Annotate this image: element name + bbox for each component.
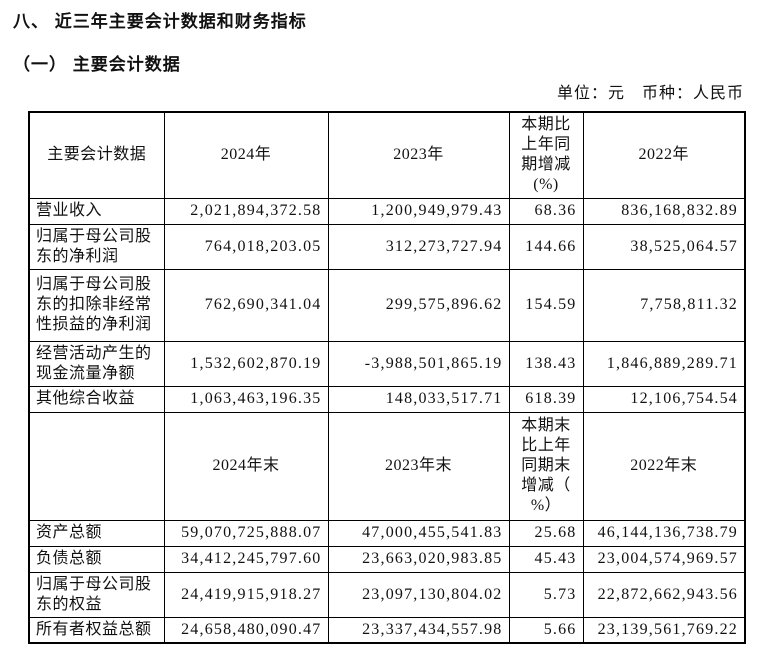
value-2024-cell: 1,063,463,196.35 xyxy=(163,385,329,413)
period-header-row: 主要会计数据 2024年 2023年 本期比 上年同 期增减 (%) 2022年 xyxy=(28,111,746,199)
header-end-change-cell: 本期末 比上年 同期末 增减（ %） xyxy=(508,411,584,521)
value-2022-cell: 46,144,136,738.79 xyxy=(582,519,746,547)
change-pct-cell: 68.36 xyxy=(508,197,584,225)
value-2022-cell: 7,758,811.32 xyxy=(582,268,746,342)
value-2024-cell: 1,532,602,870.19 xyxy=(163,340,329,387)
header-2023-cell: 2023年 xyxy=(327,111,510,199)
section-heading: 八、 近三年主要会计数据和财务指标 xyxy=(13,12,307,31)
header-change-cell: 本期比 上年同 期增减 (%) xyxy=(508,111,584,199)
value-2022-cell: 23,004,574,969.57 xyxy=(582,545,746,573)
value-2023-cell: 23,337,434,557.98 xyxy=(327,616,510,644)
row-label-cell: 负债总额 xyxy=(28,545,165,573)
endpoint-header-row: 2024年末 2023年末 本期末 比上年 同期末 增减（ %） 2022年末 xyxy=(28,411,746,521)
value-2023-cell: 23,663,020,983.85 xyxy=(327,545,510,573)
row-label-cell: 其他综合收益 xyxy=(28,385,165,413)
value-2022-cell: 12,106,754.54 xyxy=(582,385,746,413)
row-label-cell: 归属于母公司股东的权益 xyxy=(28,571,165,618)
change-pct-cell: 45.43 xyxy=(508,545,584,573)
row-label-cell: 资产总额 xyxy=(28,519,165,547)
value-2023-cell: 299,575,896.62 xyxy=(327,268,510,342)
header-2024-end-cell: 2024年末 xyxy=(163,411,329,521)
table-row-revenue: 营业收入 2,021,894,372.58 1,200,949,979.43 6… xyxy=(28,197,746,225)
unit-currency-note: 单位：元 币种：人民币 xyxy=(556,85,744,102)
row-label-cell: 所有者权益总额 xyxy=(28,616,165,644)
header-2022-cell: 2022年 xyxy=(582,111,746,199)
header-2024-cell: 2024年 xyxy=(163,111,329,199)
value-2022-cell: 1,846,889,289.71 xyxy=(582,340,746,387)
value-2024-cell: 34,412,245,797.60 xyxy=(163,545,329,573)
value-2024-cell: 2,021,894,372.58 xyxy=(163,197,329,225)
subsection-heading: （一） 主要会计数据 xyxy=(13,55,181,74)
table-row-total-assets: 资产总额 59,070,725,888.07 47,000,455,541.83… xyxy=(28,519,746,547)
row-label-cell: 经营活动产生的现金流量净额 xyxy=(28,340,165,387)
value-2023-cell: 1,200,949,979.43 xyxy=(327,197,510,225)
change-pct-cell: 5.73 xyxy=(508,571,584,618)
table-row-deducted-net-profit: 归属于母公司股东的扣除非经常性损益的净利润 762,690,341.04 299… xyxy=(28,268,746,342)
change-pct-cell: 5.66 xyxy=(508,616,584,644)
table-row-other-comprehensive-income: 其他综合收益 1,063,463,196.35 148,033,517.71 6… xyxy=(28,385,746,413)
table-row-total-owners-equity: 所有者权益总额 24,658,480,090.47 23,337,434,557… xyxy=(28,616,746,644)
value-2023-cell: 23,097,130,804.02 xyxy=(327,571,510,618)
header-metric-cell xyxy=(28,411,165,521)
value-2023-cell: 47,000,455,541.83 xyxy=(327,519,510,547)
value-2024-cell: 24,658,480,090.47 xyxy=(163,616,329,644)
change-pct-cell: 144.66 xyxy=(508,223,584,270)
value-2024-cell: 762,690,341.04 xyxy=(163,268,329,342)
change-pct-cell: 25.68 xyxy=(508,519,584,547)
row-label-cell: 归属于母公司股东的净利润 xyxy=(28,223,165,270)
accounting-data-table: 主要会计数据 2024年 2023年 本期比 上年同 期增减 (%) 2022年… xyxy=(28,111,746,644)
header-metric-cell: 主要会计数据 xyxy=(28,111,165,199)
value-2022-cell: 38,525,064.57 xyxy=(582,223,746,270)
value-2022-cell: 22,872,662,943.56 xyxy=(582,571,746,618)
value-2024-cell: 59,070,725,888.07 xyxy=(163,519,329,547)
value-2024-cell: 24,419,915,918.27 xyxy=(163,571,329,618)
value-2023-cell: 312,273,727.94 xyxy=(327,223,510,270)
change-pct-cell: 618.39 xyxy=(508,385,584,413)
table-row-equity-attributable: 归属于母公司股东的权益 24,419,915,918.27 23,097,130… xyxy=(28,571,746,618)
table-row-total-liabilities: 负债总额 34,412,245,797.60 23,663,020,983.85… xyxy=(28,545,746,573)
value-2023-cell: -3,988,501,865.19 xyxy=(327,340,510,387)
table-row-net-profit: 归属于母公司股东的净利润 764,018,203.05 312,273,727.… xyxy=(28,223,746,270)
value-2024-cell: 764,018,203.05 xyxy=(163,223,329,270)
row-label-cell: 营业收入 xyxy=(28,197,165,225)
header-2023-end-cell: 2023年末 xyxy=(327,411,510,521)
value-2022-cell: 23,139,561,769.22 xyxy=(582,616,746,644)
header-2022-end-cell: 2022年末 xyxy=(582,411,746,521)
change-pct-cell: 138.43 xyxy=(508,340,584,387)
table-row-operating-cash-flow: 经营活动产生的现金流量净额 1,532,602,870.19 -3,988,50… xyxy=(28,340,746,387)
change-pct-cell: 154.59 xyxy=(508,268,584,342)
value-2023-cell: 148,033,517.71 xyxy=(327,385,510,413)
value-2022-cell: 836,168,832.89 xyxy=(582,197,746,225)
row-label-cell: 归属于母公司股东的扣除非经常性损益的净利润 xyxy=(28,268,165,342)
